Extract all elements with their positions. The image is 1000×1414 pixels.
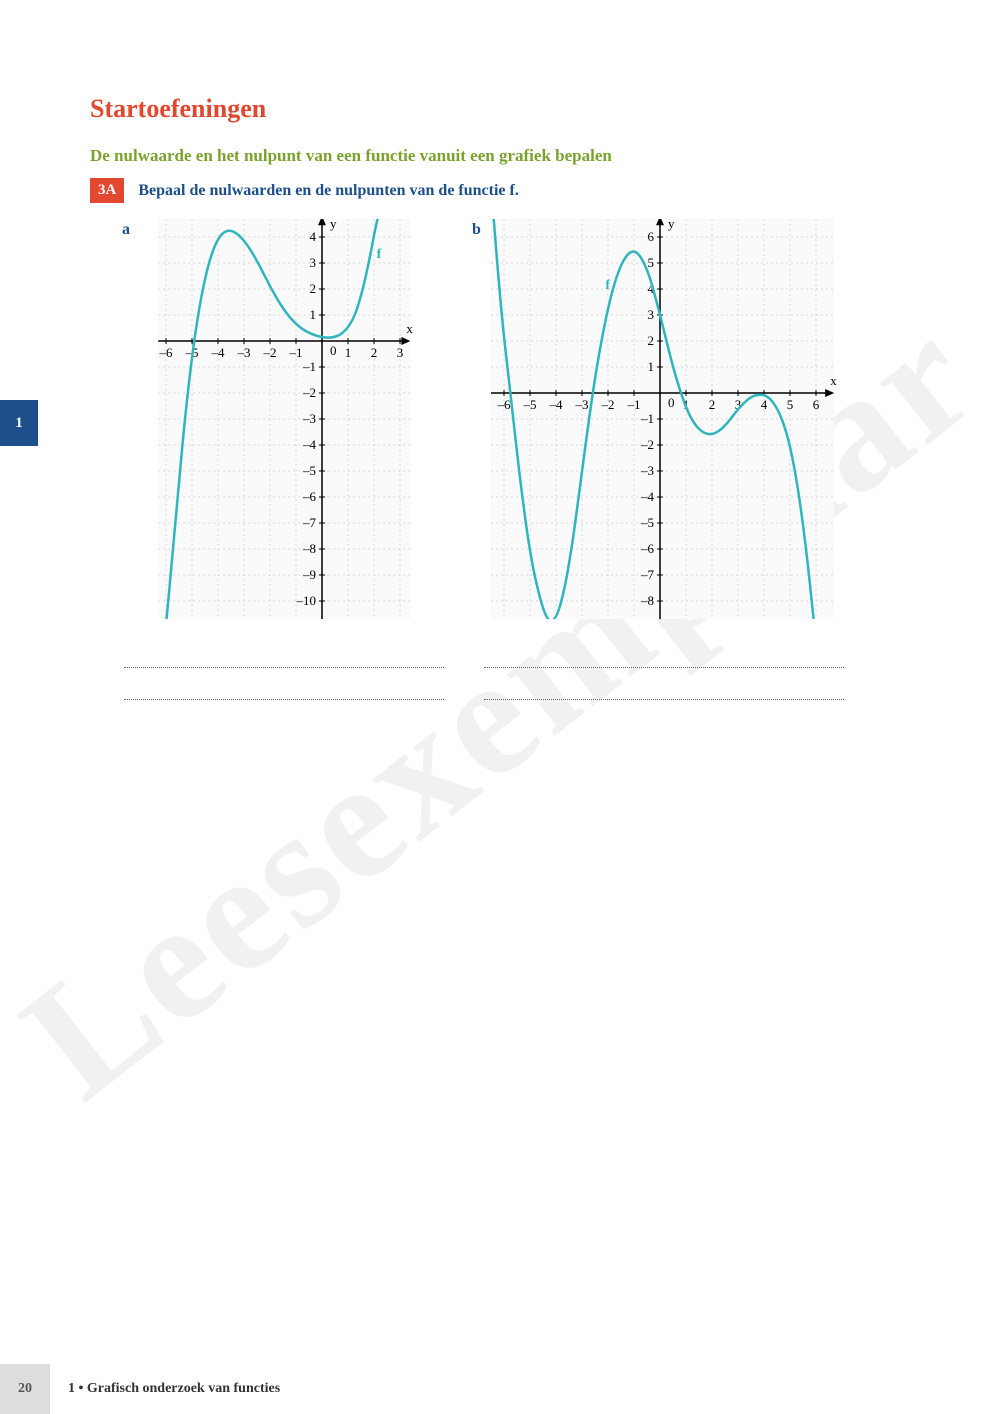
- answer-line: [484, 646, 844, 668]
- page-title: Startoefeningen: [90, 94, 940, 124]
- svg-text:–6: –6: [302, 489, 317, 504]
- svg-text:2: 2: [709, 397, 716, 412]
- footer-text: 1 • Grafisch onderzoek van functies: [68, 1381, 280, 1397]
- page-number: 20: [0, 1364, 50, 1414]
- svg-text:–3: –3: [237, 345, 251, 360]
- svg-text:4: 4: [310, 229, 317, 244]
- svg-text:1: 1: [648, 359, 655, 374]
- chart-a-block: a–6–5–4–3–2–11234321–1–2–3–4–5–6–7–8–9–1…: [124, 219, 444, 710]
- svg-text:–3: –3: [640, 463, 654, 478]
- svg-text:2: 2: [648, 333, 655, 348]
- svg-text:0: 0: [330, 343, 337, 358]
- svg-text:–6: –6: [159, 345, 174, 360]
- answer-lines-b: [484, 646, 844, 700]
- svg-text:f: f: [377, 247, 382, 262]
- exercise-badge: 3A: [90, 178, 124, 203]
- exercise-text: Bepaal de nulwaarden en de nulpunten van…: [138, 182, 519, 200]
- svg-text:5: 5: [648, 255, 655, 270]
- answer-lines-a: [124, 646, 444, 700]
- svg-text:x: x: [406, 321, 413, 336]
- svg-text:–5: –5: [523, 397, 537, 412]
- chart-b: –6–5–4–3–2–1123456654321–1–2–3–4–5–6–7–8…: [484, 219, 844, 619]
- svg-text:–4: –4: [640, 489, 655, 504]
- svg-text:3: 3: [648, 307, 655, 322]
- svg-text:–5: –5: [640, 515, 654, 530]
- svg-text:y: y: [668, 219, 675, 231]
- svg-text:f: f: [605, 278, 610, 293]
- answer-line: [484, 678, 844, 700]
- svg-text:–4: –4: [211, 345, 226, 360]
- svg-text:y: y: [330, 219, 337, 231]
- svg-text:2: 2: [310, 281, 317, 296]
- svg-text:–4: –4: [302, 437, 317, 452]
- svg-text:6: 6: [813, 397, 820, 412]
- svg-text:–2: –2: [601, 397, 615, 412]
- chart-b-block: b–6–5–4–3–2–1123456654321–1–2–3–4–5–6–7–…: [484, 219, 844, 710]
- svg-text:–1: –1: [640, 411, 654, 426]
- svg-text:–2: –2: [640, 437, 654, 452]
- svg-text:–2: –2: [302, 385, 316, 400]
- answer-line: [124, 678, 444, 700]
- svg-text:–7: –7: [640, 567, 655, 582]
- svg-text:2: 2: [371, 345, 378, 360]
- section-subtitle: De nulwaarde en het nulpunt van een func…: [90, 146, 940, 166]
- svg-text:x: x: [830, 373, 837, 388]
- svg-text:6: 6: [648, 229, 655, 244]
- svg-text:3: 3: [310, 255, 317, 270]
- svg-text:5: 5: [787, 397, 794, 412]
- svg-text:–6: –6: [497, 397, 512, 412]
- svg-text:–8: –8: [640, 593, 654, 608]
- svg-text:–8: –8: [302, 541, 316, 556]
- svg-text:–1: –1: [289, 345, 303, 360]
- svg-text:–2: –2: [263, 345, 277, 360]
- svg-text:–3: –3: [302, 411, 316, 426]
- svg-text:–1: –1: [302, 359, 316, 374]
- svg-text:–3: –3: [575, 397, 589, 412]
- svg-text:4: 4: [761, 397, 768, 412]
- exercise-header: 3A Bepaal de nulwaarden en de nulpunten …: [90, 178, 940, 203]
- svg-text:–6: –6: [640, 541, 655, 556]
- svg-text:3: 3: [397, 345, 404, 360]
- svg-text:–9: –9: [302, 567, 316, 582]
- answer-line: [124, 646, 444, 668]
- svg-text:–7: –7: [302, 515, 317, 530]
- chart-a: –6–5–4–3–2–11234321–1–2–3–4–5–6–7–8–9–10…: [124, 219, 444, 619]
- svg-text:1: 1: [345, 345, 352, 360]
- svg-text:–1: –1: [627, 397, 641, 412]
- svg-text:1: 1: [310, 307, 317, 322]
- svg-text:0: 0: [668, 395, 675, 410]
- svg-text:–5: –5: [302, 463, 316, 478]
- page-footer: 20 1 • Grafisch onderzoek van functies: [0, 1364, 1000, 1414]
- charts-row: a–6–5–4–3–2–11234321–1–2–3–4–5–6–7–8–9–1…: [124, 219, 940, 710]
- page-content: Startoefeningen De nulwaarde en het nulp…: [0, 0, 1000, 710]
- svg-text:–10: –10: [296, 593, 317, 608]
- svg-text:–4: –4: [549, 397, 564, 412]
